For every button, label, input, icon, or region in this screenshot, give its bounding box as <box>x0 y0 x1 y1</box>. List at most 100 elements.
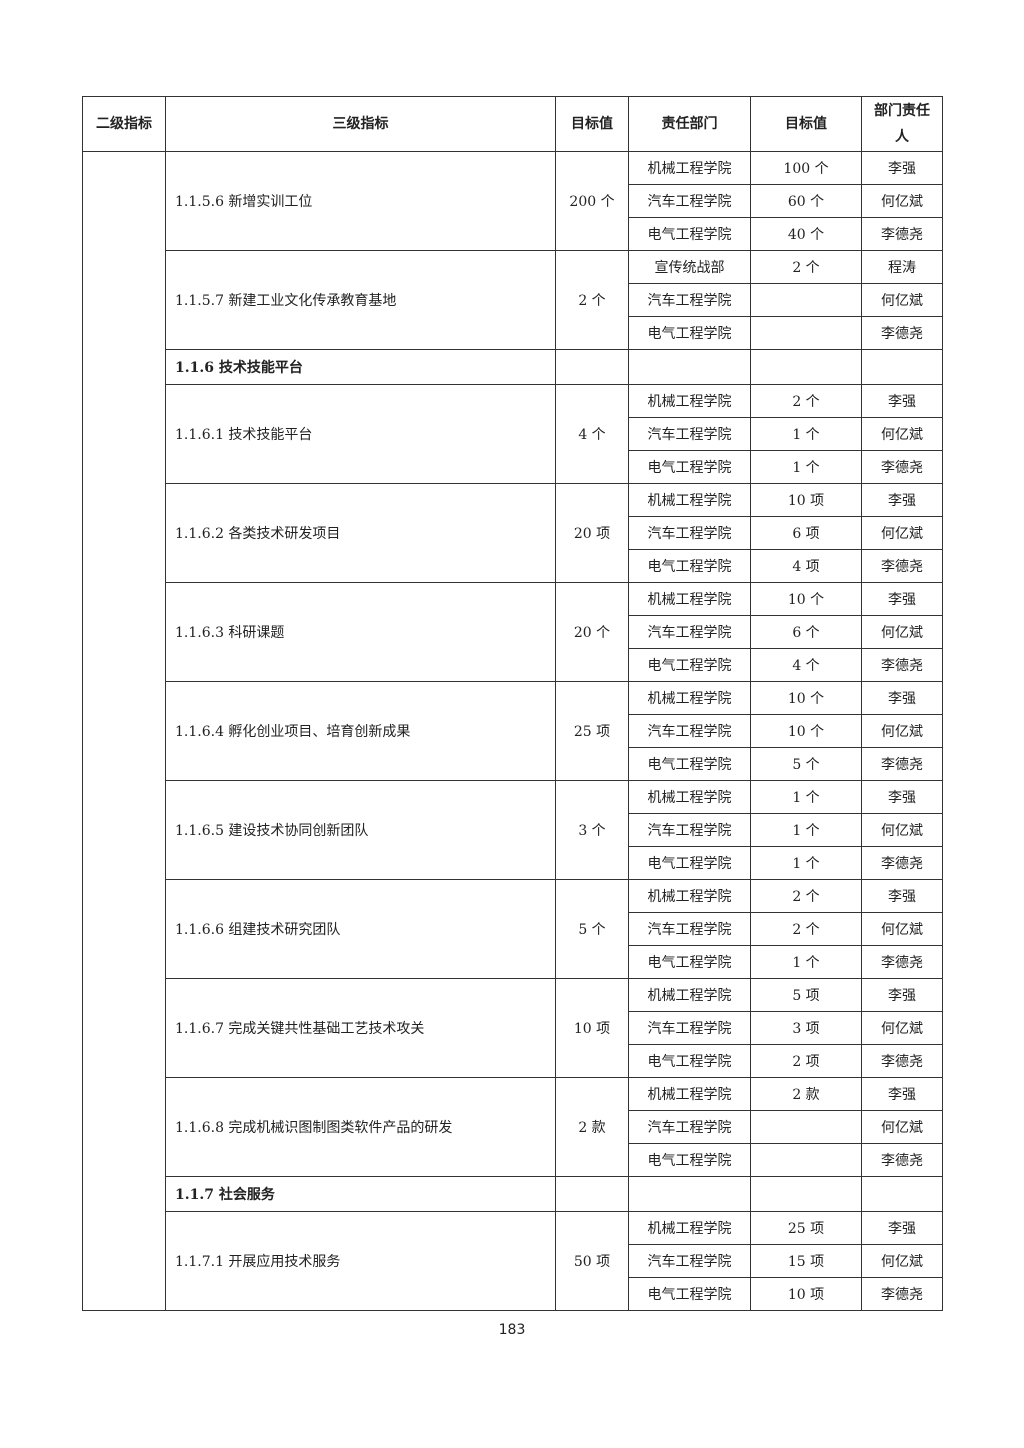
department-cell: 机械工程学院 <box>628 151 751 185</box>
dept-target-cell: 10 项 <box>750 483 862 517</box>
person-cell: 李德尧 <box>861 846 943 880</box>
header-target: 目标值 <box>555 96 629 152</box>
indicator-cell: 1.1.6.2 各类技术研发项目 <box>165 483 556 583</box>
dept-target-cell: 1 个 <box>750 417 862 451</box>
table-row: 1.1.6.7 完成关键共性基础工艺技术攻关 10 项机械工程学院 5 项李强 <box>83 978 943 1078</box>
table-row: 电气工程学院 5 个李德尧 <box>83 747 943 781</box>
table-header-row: 二级指标 三级指标 目标值 责任部门 目标值 部门责任人 <box>82 96 943 152</box>
dept-target-cell <box>750 1110 862 1144</box>
person-cell: 李德尧 <box>861 1277 943 1311</box>
target-cell: 5 个 <box>555 879 629 979</box>
header-department: 责任部门 <box>628 96 751 152</box>
indicator-cell: 1.1.5.6 新增实训工位 <box>165 151 556 251</box>
person-cell: 李强 <box>861 483 943 517</box>
dept-target-cell: 2 个 <box>750 384 862 418</box>
indicator-table: 二级指标 三级指标 目标值 责任部门 目标值 部门责任人 1.1.5.6 新增实… <box>82 96 943 1311</box>
indicator-cell: 1.1.6.1 技术技能平台 <box>165 384 556 484</box>
level2-cell <box>82 151 166 1311</box>
department-cell: 电气工程学院 <box>628 450 751 484</box>
table-row: 1.1.6.6 组建技术研究团队 5 个机械工程学院 2 个李强 <box>83 879 943 979</box>
dept-target-cell: 2 个 <box>750 250 862 284</box>
person-cell: 何亿斌 <box>861 283 943 317</box>
table-row: 汽车工程学院 60 个何亿斌 <box>83 184 943 218</box>
dept-target-cell <box>750 283 862 317</box>
target-cell: 20 项 <box>555 483 629 583</box>
header-person: 部门责任人 <box>861 96 943 152</box>
page-number: 183 <box>498 1322 526 1338</box>
dept-target-cell: 10 个 <box>750 681 862 715</box>
target-cell: 25 项 <box>555 681 629 781</box>
dept-target-cell: 2 款 <box>750 1077 862 1111</box>
table-row: 电气工程学院 40 个李德尧 <box>83 217 943 251</box>
header-dept-target: 目标值 <box>750 96 862 152</box>
table-row: 1.1.5.6 新增实训工位 200 个机械工程学院 100 个李强 <box>82 151 943 1311</box>
person-cell: 何亿斌 <box>861 615 943 649</box>
department-cell: 机械工程学院 <box>628 1211 751 1245</box>
person-cell: 何亿斌 <box>861 184 943 218</box>
table-row: 汽车工程学院 15 项何亿斌 <box>83 1244 943 1278</box>
department-cell: 宣传统战部 <box>628 250 751 284</box>
department-cell: 汽车工程学院 <box>628 714 751 748</box>
person-cell: 李强 <box>861 1077 943 1111</box>
person-cell: 何亿斌 <box>861 1244 943 1278</box>
department-cell: 汽车工程学院 <box>628 1110 751 1144</box>
table-row: 1.1.7.1 开展应用技术服务 50 项机械工程学院 25 项李强 <box>83 1211 943 1311</box>
person-cell: 李德尧 <box>861 1044 943 1078</box>
indicator-cell: 1.1.7.1 开展应用技术服务 <box>165 1211 556 1311</box>
department-cell: 电气工程学院 <box>628 648 751 682</box>
target-cell: 20 个 <box>555 582 629 682</box>
department-cell: 电气工程学院 <box>628 1277 751 1311</box>
empty-cell <box>861 1176 943 1212</box>
person-cell: 李强 <box>861 1211 943 1245</box>
person-cell: 李德尧 <box>861 1143 943 1177</box>
target-cell: 4 个 <box>555 384 629 484</box>
dept-target-cell: 2 项 <box>750 1044 862 1078</box>
header-level2: 二级指标 <box>82 96 166 152</box>
section-title: 1.1.6 技术技能平台 <box>165 349 556 385</box>
person-cell: 李强 <box>861 582 943 616</box>
empty-cell <box>555 1176 629 1212</box>
target-cell: 200 个 <box>555 151 629 251</box>
person-cell: 何亿斌 <box>861 813 943 847</box>
department-cell: 机械工程学院 <box>628 780 751 814</box>
dept-target-cell: 6 项 <box>750 516 862 550</box>
table-row: 汽车工程学院 1 个何亿斌 <box>83 417 943 451</box>
department-cell: 汽车工程学院 <box>628 1011 751 1045</box>
department-cell: 电气工程学院 <box>628 945 751 979</box>
department-cell: 电气工程学院 <box>628 1143 751 1177</box>
dept-target-cell: 25 项 <box>750 1211 862 1245</box>
empty-cell <box>555 349 629 385</box>
dept-target-cell: 5 个 <box>750 747 862 781</box>
department-cell: 汽车工程学院 <box>628 615 751 649</box>
person-cell: 李德尧 <box>861 316 943 350</box>
table-row: 电气工程学院 10 项李德尧 <box>83 1277 943 1311</box>
person-cell: 李强 <box>861 151 943 185</box>
department-cell: 汽车工程学院 <box>628 184 751 218</box>
department-cell: 电气工程学院 <box>628 846 751 880</box>
table-row: 电气工程学院 1 个李德尧 <box>83 846 943 880</box>
person-cell: 李强 <box>861 384 943 418</box>
department-cell: 机械工程学院 <box>628 384 751 418</box>
person-cell: 李德尧 <box>861 450 943 484</box>
department-cell: 汽车工程学院 <box>628 813 751 847</box>
table-row: 汽车工程学院 2 个何亿斌 <box>83 912 943 946</box>
department-cell: 机械工程学院 <box>628 582 751 616</box>
empty-cell <box>750 1176 862 1212</box>
empty-cell <box>750 349 862 385</box>
target-cell: 50 项 <box>555 1211 629 1311</box>
department-cell: 电气工程学院 <box>628 747 751 781</box>
person-cell: 何亿斌 <box>861 417 943 451</box>
dept-target-cell: 1 个 <box>750 813 862 847</box>
dept-target-cell: 10 个 <box>750 714 862 748</box>
dept-target-cell: 40 个 <box>750 217 862 251</box>
indicator-cell: 1.1.6.5 建设技术协同创新团队 <box>165 780 556 880</box>
table-row: 1.1.6.2 各类技术研发项目 20 项机械工程学院 10 项李强 <box>83 483 943 583</box>
target-cell: 10 项 <box>555 978 629 1078</box>
department-cell: 电气工程学院 <box>628 217 751 251</box>
dept-target-cell: 4 个 <box>750 648 862 682</box>
person-cell: 李强 <box>861 780 943 814</box>
person-cell: 李德尧 <box>861 217 943 251</box>
section-row: 1.1.7 社会服务 <box>83 1176 943 1212</box>
department-cell: 机械工程学院 <box>628 978 751 1012</box>
department-cell: 汽车工程学院 <box>628 417 751 451</box>
